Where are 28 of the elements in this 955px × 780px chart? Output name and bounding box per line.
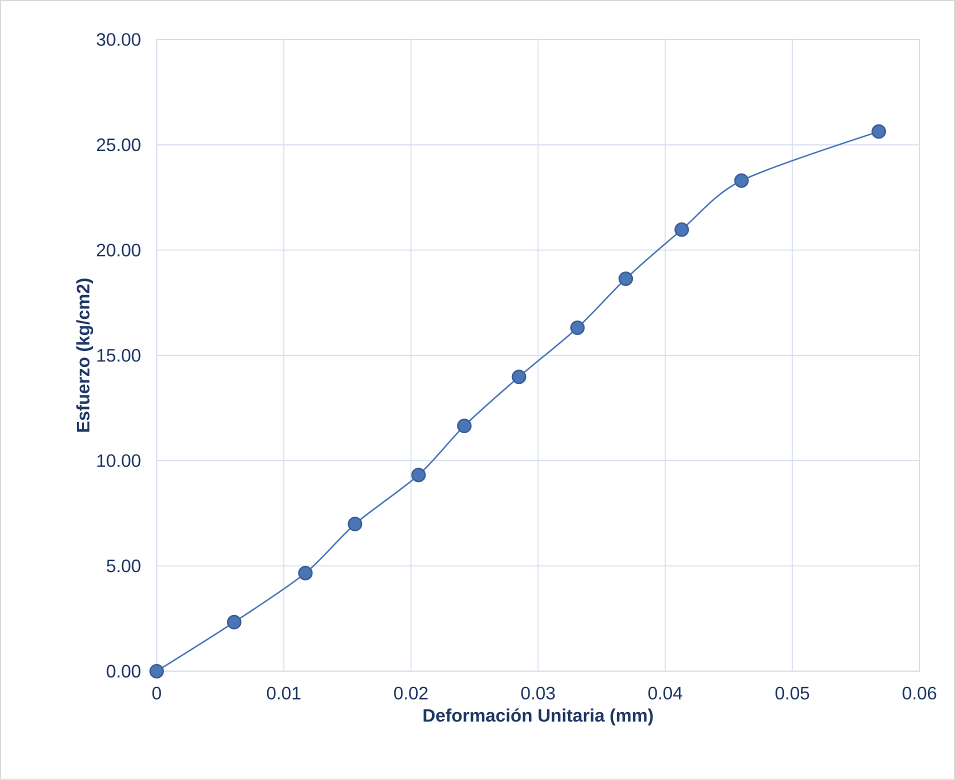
y-tick-label: 10.00 [97,454,140,468]
y-tick-label: 30.00 [96,33,140,46]
x-axis-title: Deformación Unitaria (mm) [424,708,653,726]
point [674,222,689,238]
point [149,664,164,679]
y-axis-title: Esfuerzo (kg/cm2) [76,278,94,432]
point [570,320,585,336]
x-tick-label: 0.06 [902,686,936,700]
y-tick-label: 25.00 [96,138,140,152]
y-tick-label: 5.00 [106,560,140,572]
y-tick-label: 0.00 [106,664,140,678]
point [734,173,749,188]
x-tick-label: 0 [152,686,161,700]
point [348,516,362,532]
x-tick-label: 0.02 [394,686,428,700]
x-tick-label: 0.03 [521,686,555,700]
y-tick-label: 15.00 [97,349,140,362]
point [298,566,313,580]
point [411,468,426,482]
x-tick-label: 0.01 [266,686,300,700]
point [457,418,472,434]
point [618,272,634,286]
x-tick-label: 0.04 [648,686,682,700]
point [872,124,886,139]
point [512,370,526,384]
x-tick-label: 0.05 [776,686,810,700]
y-tick-label: 20.00 [96,244,140,257]
point [226,614,242,630]
